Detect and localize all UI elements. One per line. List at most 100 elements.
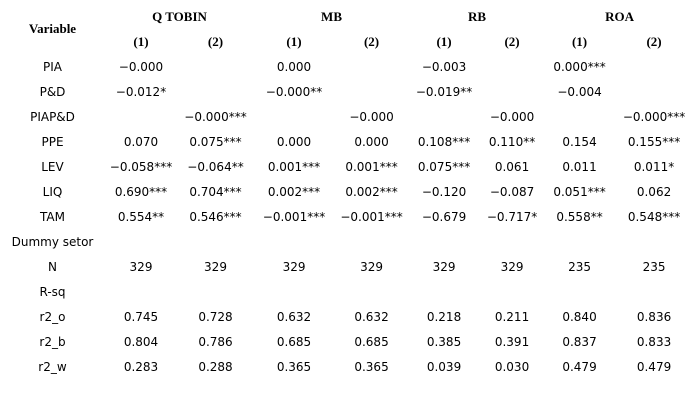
table-cell: 235 [642, 259, 666, 274]
table-cell: 0.075*** [417, 159, 471, 174]
row-label: r2_w [38, 359, 67, 374]
group-header: Q TOBIN [152, 8, 207, 24]
empty-cell [334, 79, 409, 104]
empty-cell [409, 279, 479, 304]
table-row: TAM 0.554** 0.546*** −0.001*** −0.001*** −0.6… [0, 204, 694, 229]
table-cell: 0.283 [123, 359, 159, 374]
table-cell: −0.004 [557, 84, 602, 99]
empty-cell [545, 229, 614, 254]
table-cell: 0.288 [198, 359, 233, 374]
table-row: P&D −0.012* −0.000** −0.019** −0.004 [0, 79, 694, 104]
empty-cell [545, 104, 614, 129]
table-cell: 0.110** [488, 134, 536, 149]
table-row: r2_o 0.745 0.728 0.632 0.632 0.218 0.211 0.840 0… [0, 304, 694, 329]
table-cell: 0.548*** [627, 209, 681, 224]
table-cell: 329 [204, 259, 227, 274]
table-cell: 0.632 [276, 309, 312, 324]
empty-cell [409, 104, 479, 129]
column-header: (1) [571, 33, 588, 49]
table-body: PIA −0.000 0.000 −0.003 0.000*** P&D −0.012* −0… [0, 54, 694, 379]
row-label: R-sq [39, 284, 66, 299]
regression-table: Variable Q TOBIN MB RB ROA (1) (2) (1) (2) (1) (2)… [0, 4, 694, 379]
empty-cell [614, 79, 694, 104]
table-cell: 0.391 [494, 334, 530, 349]
column-header: (2) [646, 33, 662, 49]
table-cell: 0.011* [633, 159, 675, 174]
empty-cell [614, 279, 694, 304]
row-label: PIAP&D [30, 109, 75, 124]
table-cell: 0.030 [494, 359, 530, 374]
row-label: PPE [41, 134, 64, 149]
table-cell: 0.000 [354, 134, 389, 149]
table-cell: 0.804 [123, 334, 159, 349]
table-row: PIA −0.000 0.000 −0.003 0.000*** [0, 54, 694, 79]
table-cell: 0.001*** [345, 159, 398, 174]
empty-cell [177, 279, 254, 304]
table-row: r2_w 0.283 0.288 0.365 0.365 0.039 0.030 0.479 0… [0, 354, 694, 379]
table-cell: 0.154 [562, 134, 597, 149]
column-header: (2) [363, 33, 380, 49]
row-label: LEV [41, 159, 64, 174]
empty-cell [614, 54, 694, 79]
table-cell: −0.000** [265, 84, 323, 99]
table-cell: 329 [360, 259, 383, 274]
table-row: PIAP&D −0.000*** −0.000 −0.000 −0.000*** [0, 104, 694, 129]
table-cell: −0.012* [115, 84, 167, 99]
table-cell: 0.833 [636, 334, 672, 349]
table-cell: 0.000 [276, 59, 312, 74]
table-cell: 0.062 [636, 184, 672, 199]
table-cell: −0.001*** [262, 209, 326, 224]
table-cell: 0.070 [123, 134, 159, 149]
table-cell: −0.064** [187, 159, 244, 174]
empty-cell [334, 229, 409, 254]
table-cell: −0.000 [349, 109, 394, 124]
empty-cell [254, 279, 334, 304]
table-cell: −0.000*** [184, 109, 247, 124]
table-cell: −0.003 [421, 59, 467, 74]
group-header: RB [468, 8, 487, 24]
table-cell: −0.120 [421, 184, 467, 199]
table-cell: −0.019** [415, 84, 473, 99]
table-cell: −0.058*** [109, 159, 173, 174]
table-cell: 0.685 [354, 334, 389, 349]
table-row: LIQ 0.690*** 0.704*** 0.002*** 0.002*** −0.12… [0, 179, 694, 204]
column-header: (1) [133, 33, 149, 49]
empty-cell [105, 104, 177, 129]
table-cell: 0.837 [562, 334, 597, 349]
table-cell: 0.836 [636, 309, 672, 324]
table-cell: −0.000*** [622, 109, 686, 124]
table-cell: 0.479 [562, 359, 597, 374]
table-cell: 0.051*** [553, 184, 606, 199]
empty-cell [177, 54, 254, 79]
table-cell: 0.002*** [267, 184, 321, 199]
table-cell: 0.365 [276, 359, 312, 374]
empty-cell [545, 279, 614, 304]
empty-cell [479, 79, 545, 104]
table-cell: 329 [432, 259, 456, 274]
table-cell: 0.546*** [189, 209, 242, 224]
table-cell: 0.786 [198, 334, 233, 349]
table-cell: 329 [500, 259, 524, 274]
table-cell: 0.365 [354, 359, 389, 374]
empty-cell [334, 279, 409, 304]
table-row: R-sq [0, 279, 694, 304]
table-cell: 0.685 [276, 334, 312, 349]
empty-cell [334, 54, 409, 79]
table-cell: 0.479 [636, 359, 672, 374]
row-label: PIA [43, 59, 62, 74]
column-header: (1) [436, 33, 452, 49]
table-cell: −0.087 [489, 184, 535, 199]
empty-cell [409, 229, 479, 254]
table-cell: −0.000 [118, 59, 164, 74]
empty-cell [614, 229, 694, 254]
table-header: Variable Q TOBIN MB RB ROA (1) (2) (1) (2) (1) (2)… [0, 4, 694, 54]
empty-cell [177, 79, 254, 104]
table-cell: 0.011 [562, 159, 597, 174]
row-label: LIQ [42, 184, 63, 199]
table-cell: 0.728 [198, 309, 233, 324]
table-cell: 0.745 [123, 309, 159, 324]
table-cell: 0.218 [426, 309, 462, 324]
header-row: Variable Q TOBIN MB RB ROA [0, 4, 694, 37]
variable-header: Variable [28, 21, 77, 36]
